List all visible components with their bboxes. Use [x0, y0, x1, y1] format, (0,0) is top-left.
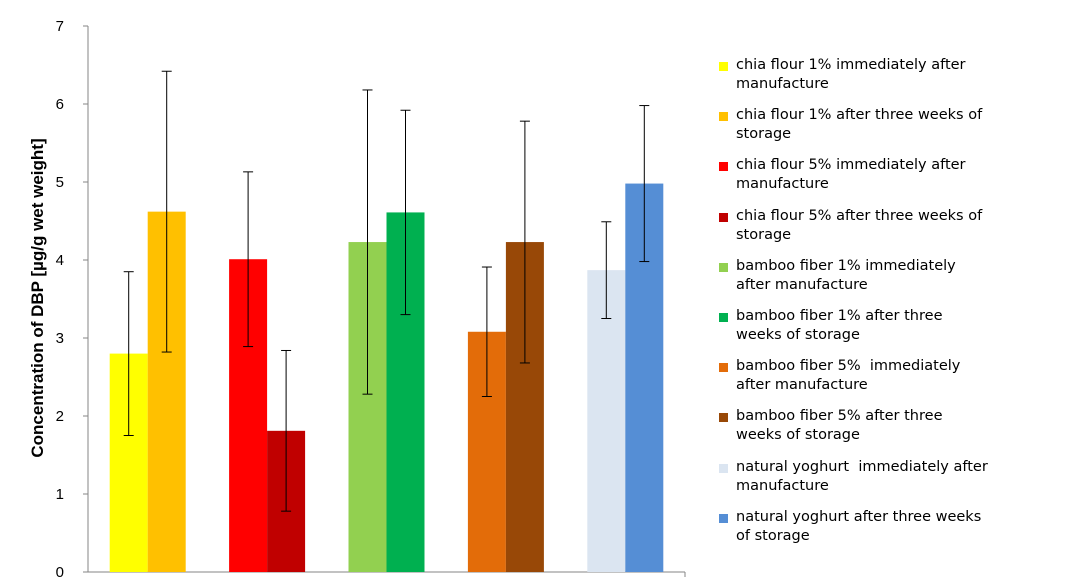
- legend-swatch: [719, 513, 728, 523]
- legend: chia flour 1% immediately after manufact…: [719, 56, 1079, 558]
- legend-swatch: [719, 413, 728, 423]
- legend-swatch: [719, 312, 728, 322]
- legend-label: natural yoghurt immediately after manufa…: [736, 458, 988, 494]
- legend-item: bamboo fiber 5% after three weeks of sto…: [719, 407, 1079, 457]
- legend-label: bamboo fiber 1% immediately after manufa…: [736, 257, 956, 293]
- y-tick-label: 5: [56, 174, 64, 191]
- y-axis-title: Concentration of DBP [µg/g wet weight]: [28, 138, 47, 457]
- legend-swatch: [719, 262, 728, 272]
- legend-item: chia flour 1% after three weeks of stora…: [719, 106, 1079, 156]
- legend-item: bamboo fiber 5% immediately after manufa…: [719, 357, 1079, 407]
- y-tick-label: 0: [56, 564, 64, 577]
- legend-item: chia flour 1% immediately after manufact…: [719, 56, 1079, 106]
- legend-label: chia flour 5% immediately after manufact…: [736, 157, 966, 193]
- legend-swatch: [719, 363, 728, 373]
- legend-swatch: [719, 463, 728, 473]
- y-tick-label: 4: [56, 252, 64, 269]
- legend-label: chia flour 1% immediately after manufact…: [736, 57, 966, 92]
- legend-swatch: [719, 212, 728, 222]
- legend-item: chia flour 5% immediately after manufact…: [719, 156, 1079, 206]
- legend-swatch: [719, 162, 728, 172]
- y-tick-label: 2: [56, 408, 64, 425]
- y-tick-label: 6: [56, 96, 64, 113]
- legend-item: bamboo fiber 1% after three weeks of sto…: [719, 307, 1079, 357]
- legend-item: chia flour 5% after three weeks of stora…: [719, 207, 1079, 257]
- legend-label: bamboo fiber 5% after three weeks of sto…: [736, 408, 943, 444]
- legend-item: natural yoghurt after three weeks of sto…: [719, 508, 1079, 558]
- legend-label: bamboo fiber 1% after three weeks of sto…: [736, 307, 943, 343]
- y-tick-label: 3: [56, 330, 64, 347]
- y-tick-label: 7: [56, 18, 64, 35]
- legend-swatch: [719, 62, 728, 71]
- bar: [587, 270, 626, 572]
- legend-item: natural yoghurt immediately after manufa…: [719, 458, 1079, 508]
- legend-label: chia flour 5% after three weeks of stora…: [736, 207, 983, 243]
- legend-label: natural yoghurt after three weeks of sto…: [736, 508, 982, 544]
- legend-swatch: [719, 112, 728, 122]
- legend-item: bamboo fiber 1% immediately after manufa…: [719, 257, 1079, 307]
- legend-label: bamboo fiber 5% immediately after manufa…: [736, 358, 961, 394]
- legend-label: chia flour 1% after three weeks of stora…: [736, 107, 983, 143]
- y-tick-label: 1: [56, 486, 64, 503]
